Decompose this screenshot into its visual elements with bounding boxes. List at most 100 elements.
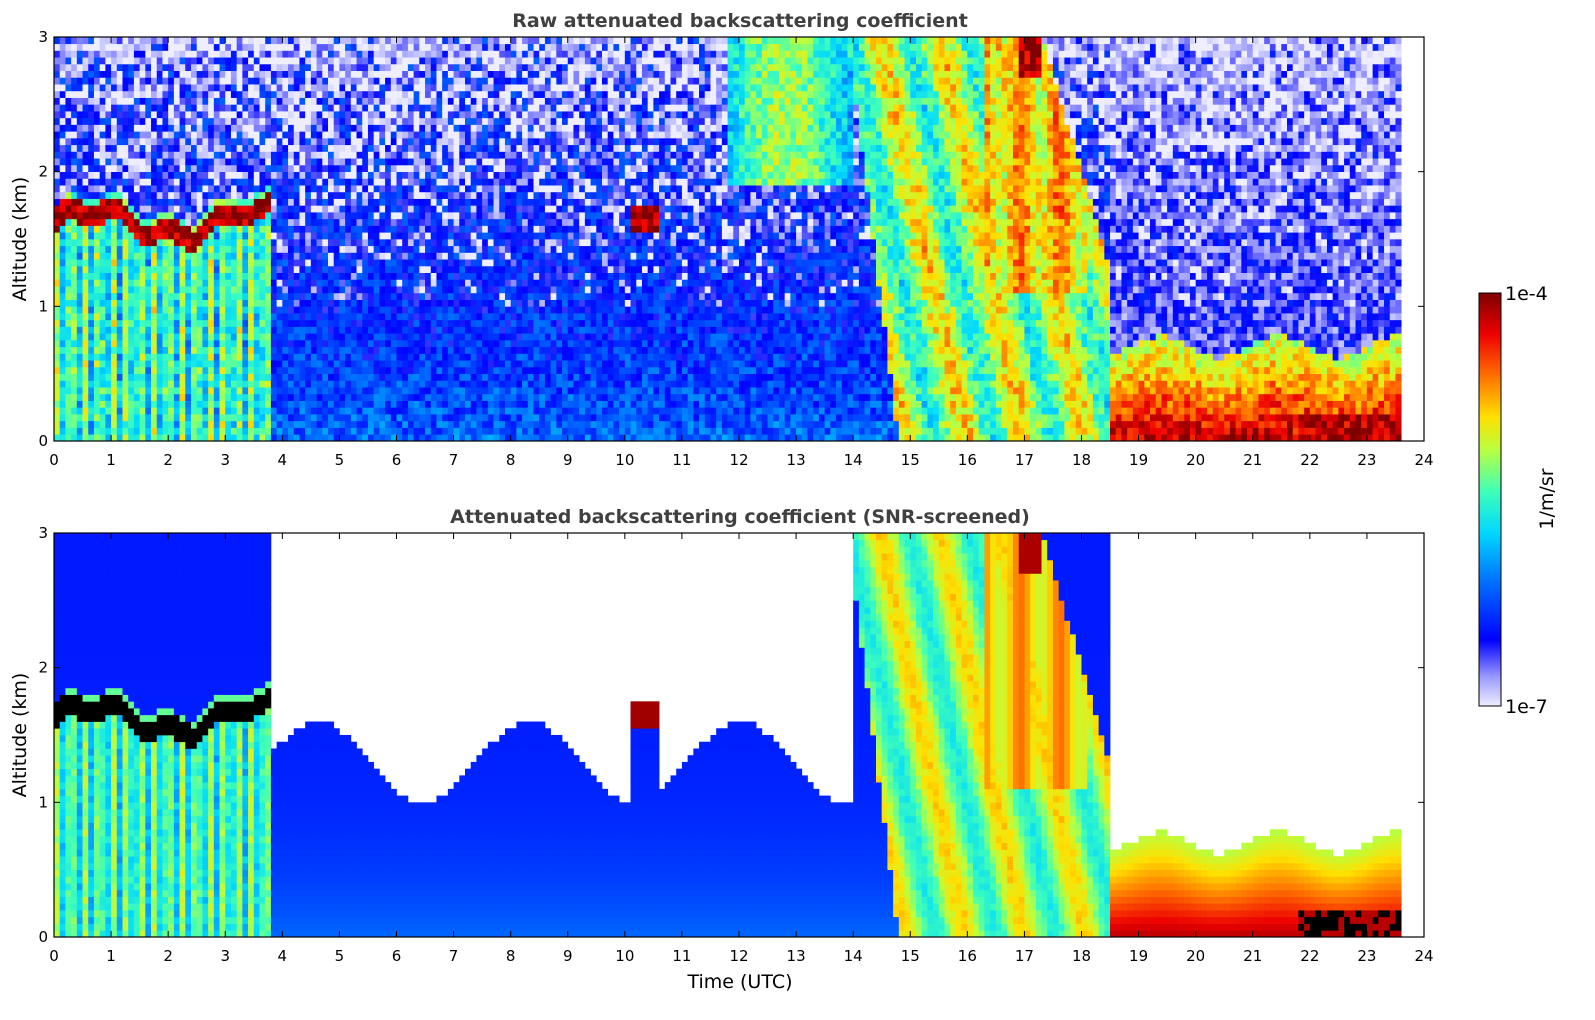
heatmap-cell (305, 259, 312, 267)
heatmap-cell (105, 434, 112, 442)
heatmap-cell (202, 164, 209, 173)
heatmap-cell (242, 63, 249, 72)
heatmap-cell (253, 360, 260, 368)
heatmap-cell (230, 151, 238, 159)
heatmap-cell (259, 158, 266, 166)
heatmap-cell (396, 57, 403, 65)
heatmap-cell (54, 158, 61, 166)
heatmap-cell (373, 90, 380, 98)
heatmap-cell (316, 373, 323, 381)
heatmap-cell (522, 37, 529, 45)
heatmap-cell (270, 151, 277, 159)
heatmap-cell (59, 299, 66, 307)
heatmap-cell (293, 164, 300, 173)
heatmap-cell (128, 117, 135, 125)
heatmap-cell (213, 420, 220, 428)
heatmap-cell (442, 151, 449, 159)
heatmap-cell (333, 212, 340, 220)
heatmap-cell (156, 191, 163, 199)
heatmap-cell (328, 84, 335, 92)
heatmap-cell (385, 427, 392, 435)
heatmap-cell (373, 259, 380, 267)
heatmap-cell (493, 185, 500, 193)
heatmap-cell (248, 373, 255, 381)
heatmap-cell (447, 70, 454, 78)
heatmap-cell (116, 50, 123, 58)
heatmap-cell (116, 117, 123, 125)
heatmap-cell (162, 37, 169, 45)
heatmap-cell (88, 333, 95, 341)
heatmap-cell (316, 420, 323, 428)
heatmap-cell (470, 380, 477, 388)
heatmap-cell (316, 353, 323, 361)
heatmap-cell (510, 84, 517, 92)
heatmap-cell (196, 104, 203, 112)
heatmap-cell (402, 70, 409, 78)
heatmap-cell (133, 218, 140, 226)
heatmap-cell (270, 272, 277, 280)
heatmap-cell (522, 420, 529, 428)
heatmap-cell (413, 340, 420, 348)
heatmap-cell (54, 366, 61, 375)
heatmap-cell (333, 427, 340, 435)
heatmap-cell (65, 43, 72, 51)
heatmap-cell (139, 319, 146, 327)
heatmap-cell (151, 279, 158, 287)
heatmap-cell (105, 353, 112, 361)
heatmap-cell (470, 185, 477, 193)
heatmap-cell (88, 319, 95, 327)
heatmap-cell (65, 97, 72, 105)
heatmap-cell (156, 292, 163, 300)
heatmap-cell (162, 299, 169, 307)
heatmap-cell (510, 171, 517, 179)
heatmap-cell (328, 313, 335, 321)
heatmap-cell (122, 50, 129, 58)
heatmap-cell (259, 205, 266, 213)
heatmap-cell (288, 37, 295, 45)
heatmap-cell (350, 57, 357, 65)
heatmap-cell (499, 50, 506, 58)
heatmap-cell (156, 380, 163, 388)
heatmap-cell (54, 70, 61, 78)
heatmap-cell (345, 272, 352, 280)
heatmap-cell (465, 299, 472, 307)
heatmap-cell (470, 63, 477, 72)
heatmap-cell (367, 104, 375, 112)
heatmap-cell (436, 151, 443, 159)
heatmap-cell (293, 70, 300, 78)
heatmap-cell (173, 366, 180, 375)
heatmap-cell (105, 272, 112, 280)
heatmap-cell (65, 50, 72, 58)
heatmap-cell (305, 37, 312, 45)
heatmap-cell (270, 212, 277, 220)
heatmap-cell (487, 239, 494, 247)
heatmap-cell (162, 380, 169, 388)
heatmap-cell (65, 366, 72, 375)
heatmap-cell (373, 239, 380, 247)
heatmap-cell (168, 63, 175, 72)
heatmap-cell (293, 144, 300, 152)
heatmap-cell (316, 333, 323, 341)
heatmap-cell (476, 138, 483, 146)
heatmap-cell (465, 373, 472, 381)
heatmap-cell (328, 333, 335, 341)
heatmap-cell (111, 43, 118, 51)
heatmap-cell (179, 212, 186, 220)
heatmap-cell (213, 218, 220, 226)
heatmap-cell (453, 90, 460, 98)
heatmap-cell (339, 427, 346, 435)
heatmap-cell (156, 333, 163, 341)
heatmap-cell (213, 259, 220, 267)
heatmap-cell (105, 104, 112, 112)
heatmap-cell (367, 434, 375, 442)
heatmap-cell (88, 37, 95, 45)
heatmap-cell (385, 299, 392, 307)
heatmap-cell (151, 333, 158, 341)
heatmap-cell (345, 117, 352, 125)
heatmap-cell (65, 185, 72, 193)
heatmap-cell (196, 333, 203, 341)
heatmap-cell (219, 212, 226, 220)
heatmap-cell (105, 185, 112, 193)
heatmap-cell (459, 245, 466, 253)
heatmap-cell (510, 37, 517, 45)
